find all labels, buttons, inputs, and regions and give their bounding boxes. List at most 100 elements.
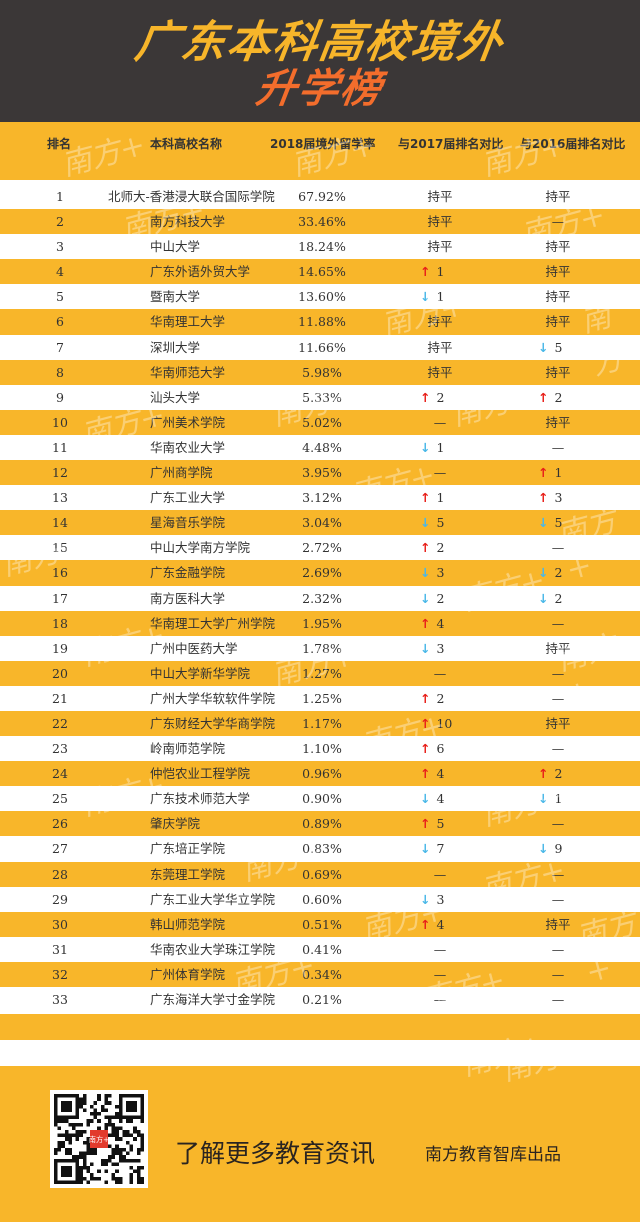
change-vs-2017: ↑ 4 [420,761,480,786]
rank: 25 [52,791,68,807]
change-vs-2017: ↑ 10 [420,711,480,736]
change-vs-2017: — [420,862,480,887]
rank: 14 [52,515,68,531]
school-name: 广州商学院 [150,465,213,481]
change-vs-2016: — [538,937,598,962]
change-value: 1 [436,289,445,305]
table-row: 6 华南理工大学 11.88% 持平 持平 [0,309,640,335]
study-abroad-rate: 1.25% [302,690,342,706]
change-vs-2016: — [538,611,598,636]
change-value: 2 [436,590,445,606]
change-vs-2017: ↑ 4 [420,912,480,937]
change-value: 1 [436,490,445,506]
rank: 16 [52,565,68,581]
arrow-down-icon: ↓ [420,640,431,656]
qr-code[interactable]: 南方+ [50,1090,148,1188]
rank: 20 [52,665,68,681]
change-value: 1 [554,791,563,807]
change-vs-2016: ↓ 5 [538,335,598,360]
table-row: 3 中山大学 18.24% 持平 持平 [0,234,640,259]
table-row: 12 广州商学院 3.95% — ↑ 1 [0,460,640,486]
change-vs-2016: ↓ 9 [538,836,598,861]
change-vs-2017: — [420,987,480,1012]
arrow-down-icon: ↓ [420,439,431,455]
school-name: 暨南大学 [150,289,201,305]
rank: 8 [56,364,64,380]
table-row: 4 广东外语外贸大学 14.65% ↑ 1 持平 [0,259,640,285]
change-value: 7 [436,841,445,857]
table-row: 9 汕头大学 5.33% ↑ 2 ↑ 2 [0,385,640,410]
change-vs-2017: ↓ 5 [420,510,480,535]
study-abroad-rate: 33.46% [298,214,346,230]
change-vs-2016: — [538,962,598,987]
change-vs-2017: ↓ 4 [420,786,480,811]
study-abroad-rate: 5.02% [302,414,342,430]
rank: 6 [56,314,64,330]
title-banner: 广东本科高校境外 升学榜 [0,0,640,122]
arrow-down-icon: ↓ [420,891,431,907]
change-text: — [551,439,565,455]
rank: 27 [52,841,68,857]
change-vs-2017: ↑ 5 [420,811,480,836]
arrow-up-icon: ↑ [420,615,431,631]
change-value: 5 [436,515,445,531]
change-value: 3 [554,490,563,506]
change-vs-2016: — [538,209,598,234]
change-value: 5 [554,515,563,531]
change-vs-2017: ↓ 3 [420,887,480,912]
rank: 18 [52,615,68,631]
change-vs-2017: — [420,661,480,686]
rank: 26 [52,816,68,832]
col-rank: 排名 [47,137,72,151]
table-row: 18 华南理工大学广州学院 1.95% ↑ 4— [0,610,640,636]
change-text: — [551,615,565,631]
change-vs-2016: ↓ 2 [538,586,598,611]
school-name: 华南理工大学广州学院 [150,615,276,631]
arrow-down-icon: ↓ [420,289,431,305]
table-row: 22 广东财经大学华商学院 1.17% ↑ 10 持平 [0,710,640,737]
change-vs-2016: ↑ 2 [538,761,598,786]
table-row: 8 华南师范大学 5.98% 持平 持平 [0,359,640,385]
arrow-down-icon: ↓ [538,339,549,355]
table-row: 2 南方科技大学 33.46% 持平 — [0,209,640,235]
study-abroad-rate: 3.04% [302,515,342,531]
school-name: 东莞理工学院 [150,866,226,882]
change-value: 2 [554,389,563,405]
change-value: 1 [554,465,563,481]
arrow-down-icon: ↓ [538,565,549,581]
study-abroad-rate: 0.34% [302,966,342,982]
school-name: 广东技术师范大学 [150,791,251,807]
study-abroad-rate: 2.72% [302,540,342,556]
study-abroad-rate: 3.95% [302,465,342,481]
change-vs-2017: ↑ 1 [420,259,480,284]
arrow-down-icon: ↓ [420,590,431,606]
arrow-up-icon: ↑ [420,264,431,280]
change-value: 2 [436,540,445,556]
change-vs-2016: 持平 [538,360,598,385]
change-text: — [433,665,447,681]
change-text: 持平 [427,239,453,255]
school-name: 广东外语外贸大学 [150,264,251,280]
school-name: 广东财经大学华商学院 [150,715,276,731]
rank: 30 [52,916,68,932]
change-vs-2016: 持平 [538,711,598,736]
change-vs-2016: ↑ 2 [538,385,598,410]
study-abroad-rate: 0.21% [302,992,342,1007]
title-line-2: 升学榜 [253,66,386,112]
change-text: 持平 [427,214,453,230]
change-vs-2017: ↓ 3 [420,636,480,661]
arrow-up-icon: ↑ [538,766,549,782]
change-text: 持平 [545,414,571,430]
rank: 28 [52,866,68,882]
col-name: 本科高校名称 [150,137,223,151]
change-text: — [551,214,565,230]
table-row: 23 岭南师范学院 1.10% ↑ 6— [0,736,640,761]
table-row: 20 中山大学新华学院 1.27% — — [0,660,640,686]
rank: 10 [52,414,68,430]
change-text: 持平 [545,314,571,330]
change-vs-2016: 持平 [538,309,598,334]
change-vs-2016: ↑ 3 [538,485,598,510]
table-row: 14 星海音乐学院 3.04% ↓ 5 ↓ 5 [0,510,640,536]
school-name: 深圳大学 [150,339,201,355]
change-text: — [551,866,565,882]
